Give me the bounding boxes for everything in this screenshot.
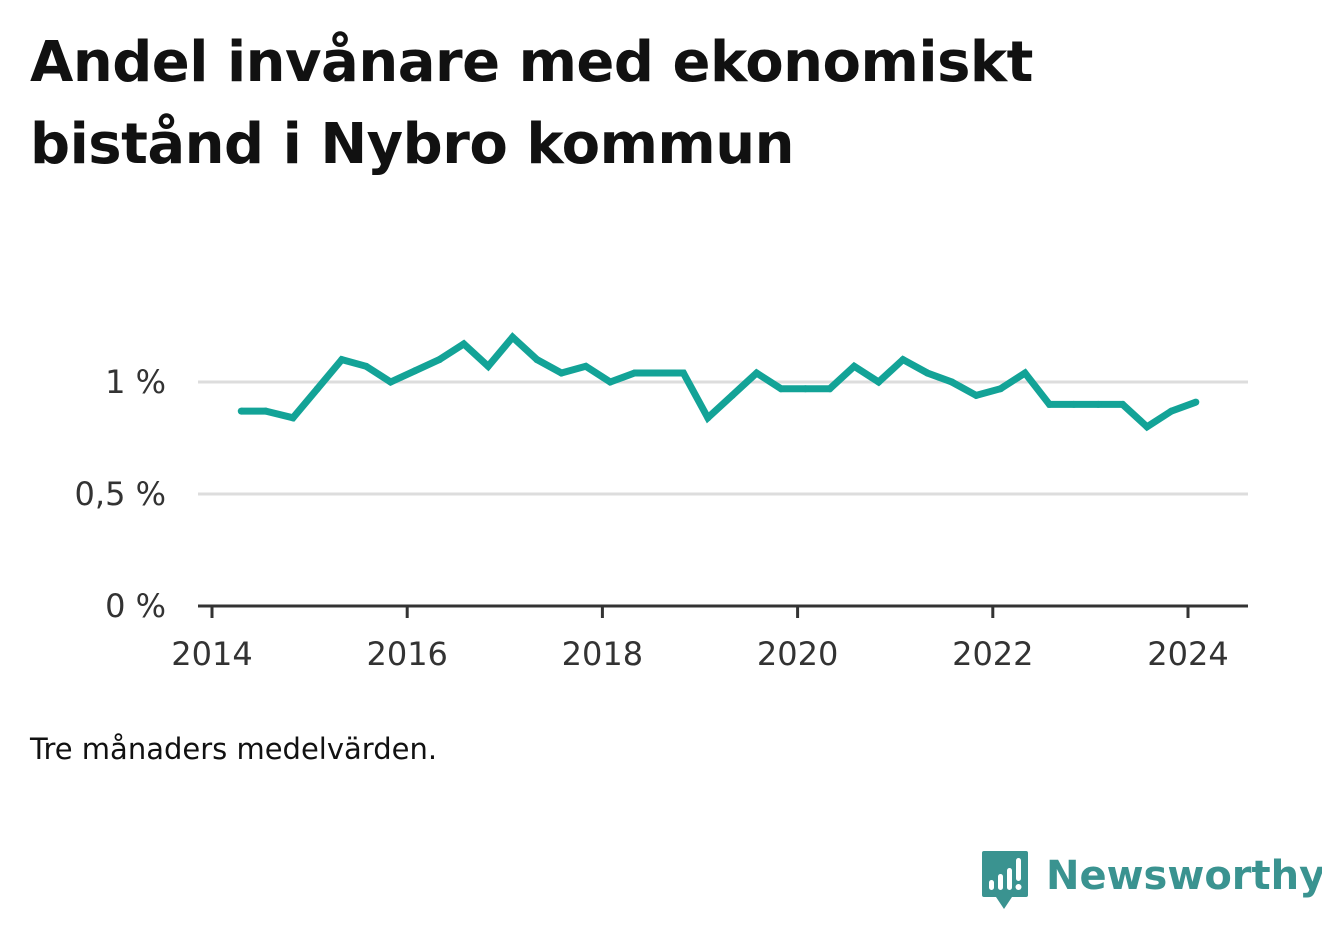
- data-point: [728, 391, 736, 399]
- data-point: [948, 378, 956, 386]
- data-point: [850, 362, 858, 370]
- data-point: [289, 414, 297, 422]
- x-tick-label: 2014: [171, 635, 252, 673]
- bar-chart-speech-bubble-icon: [982, 851, 1028, 909]
- x-tick-label: 2018: [562, 635, 643, 673]
- series-line-0: [241, 332, 1197, 432]
- x-tick-label: 2020: [757, 635, 838, 673]
- data-point: [899, 356, 907, 364]
- data-point: [923, 369, 931, 377]
- y-tick-label: 0,5 %: [75, 475, 166, 513]
- data-point: [1070, 400, 1078, 408]
- data-point: [704, 414, 712, 422]
- x-tick-label: 2024: [1147, 635, 1228, 673]
- data-point: [262, 407, 270, 415]
- x-tick-label: 2016: [366, 635, 447, 673]
- x-axis-tick-labels: 2014 2016 2018 2020 2022 2024: [171, 635, 1228, 673]
- y-tick-label: 1 %: [105, 363, 166, 401]
- data-point: [1143, 423, 1151, 431]
- data-point: [362, 362, 370, 370]
- data-point: [1021, 369, 1029, 377]
- data-point: [1192, 398, 1200, 406]
- data-point: [313, 385, 321, 393]
- data-point: [484, 362, 492, 370]
- data-point: [582, 362, 590, 370]
- data-point: [387, 378, 395, 386]
- data-point: [679, 369, 687, 377]
- data-point: [509, 333, 517, 341]
- series-layer: [237, 332, 1200, 432]
- data-point: [606, 378, 614, 386]
- data-point: [460, 340, 468, 348]
- data-point: [753, 369, 761, 377]
- data-point: [777, 385, 785, 393]
- gridlines: [198, 380, 1248, 496]
- data-point: [411, 367, 419, 375]
- data-point: [1094, 400, 1102, 408]
- data-point: [557, 369, 565, 377]
- x-tick-label: 2022: [952, 635, 1033, 673]
- y-tick-label: 0 %: [105, 587, 166, 625]
- data-point: [435, 356, 443, 364]
- data-point: [972, 391, 980, 399]
- line-chart: 0 % 0,5 % 1 % 2014 2016 2018 2020 2022 2024: [75, 332, 1248, 673]
- brand-logo: Newsworthy: [980, 848, 1322, 912]
- data-point: [826, 385, 834, 393]
- data-point: [631, 369, 639, 377]
- data-point: [1167, 407, 1175, 415]
- data-point: [533, 356, 541, 364]
- chart-title: Andel invånare med ekonomiskt bistånd i …: [30, 30, 1033, 177]
- data-point: [237, 407, 245, 415]
- x-axis: [198, 604, 1248, 618]
- y-axis-tick-labels: 0 % 0,5 % 1 %: [75, 363, 166, 625]
- data-point: [875, 378, 883, 386]
- chart-note: Tre månaders medelvärden.: [30, 732, 438, 766]
- data-point: [1119, 400, 1127, 408]
- data-point: [338, 356, 346, 364]
- data-point: [997, 385, 1005, 393]
- data-point: [1045, 400, 1053, 408]
- data-point: [655, 369, 663, 377]
- brand-name: Newsworthy: [1046, 853, 1322, 899]
- data-point: [801, 385, 809, 393]
